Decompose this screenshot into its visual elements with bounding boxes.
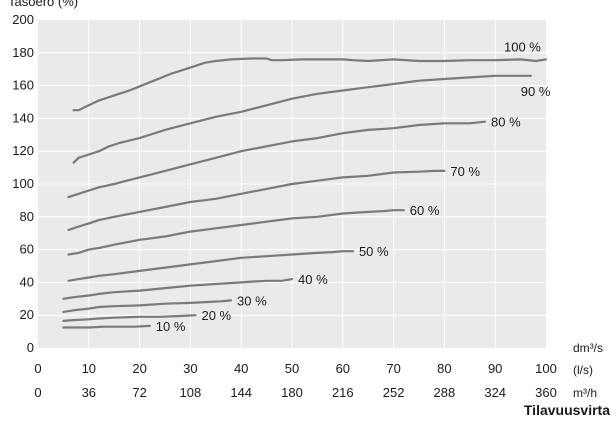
y-axis-title: Tasoero (%) [8, 0, 78, 9]
series-line [67, 250, 355, 282]
x-tick-label: 108 [180, 385, 202, 400]
x-tick-labels: 0 10 20 30 40 50 60 70 80 90 100 0 36 72 108 144 180 216 2… [34, 361, 556, 400]
series-line [72, 57, 548, 112]
series-label: 30 % [237, 293, 267, 308]
x-tick-label: 252 [383, 385, 405, 400]
y-tick-label: 0 [27, 340, 34, 355]
x-tick-label: 288 [434, 385, 456, 400]
series-line [62, 299, 233, 313]
y-tick-labels: 0 20 40 60 80 100 120 140 160 180 200 [12, 12, 34, 355]
x-tick-label: 324 [484, 385, 506, 400]
y-tick-label: 120 [12, 143, 34, 158]
x-tick-label: 40 [234, 361, 248, 376]
series-label: 20 % [201, 308, 231, 323]
series-line [72, 74, 532, 164]
y-tick-label: 200 [12, 12, 34, 27]
y-tick-label: 160 [12, 78, 34, 93]
series-line [67, 169, 446, 231]
x-tick-label: 36 [82, 385, 96, 400]
x-tick-label: 216 [332, 385, 354, 400]
x-tick-label: 100 [535, 361, 557, 376]
y-tick-label: 60 [20, 242, 34, 257]
grid-lines [38, 20, 546, 348]
x-tick-label: 180 [281, 385, 303, 400]
series-label: 60 % [410, 203, 440, 218]
x-axis-title: Tilavuusvirta [524, 402, 610, 418]
series-label: 80 % [491, 115, 521, 130]
series-lines [62, 57, 548, 329]
x-tick-label: 90 [488, 361, 502, 376]
y-tick-label: 20 [20, 307, 34, 322]
y-tick-label: 80 [20, 209, 34, 224]
x-tick-label: 20 [132, 361, 146, 376]
series-label: 10 % [156, 319, 186, 334]
series-line [67, 120, 487, 199]
series-label: 40 % [298, 272, 328, 287]
series-line [62, 314, 197, 322]
y-tick-label: 100 [12, 176, 34, 191]
y-tick-label: 180 [12, 45, 34, 60]
x-tick-label: 72 [132, 385, 146, 400]
series-label: 90 % [521, 84, 551, 99]
x-unit-label: dm³/s [573, 341, 603, 355]
series-line [67, 209, 405, 256]
series-line [62, 278, 294, 300]
y-tick-label: 40 [20, 274, 34, 289]
x-tick-label: 0 [34, 361, 41, 376]
x-tick-label: 10 [82, 361, 96, 376]
series-labels: 100 % 90 % 80 % 70 % 60 % 50 % 40 % 30 % 20 % 10 … [156, 39, 551, 334]
x-tick-label: 80 [437, 361, 451, 376]
series-label: 100 % [504, 39, 541, 54]
y-tick-label: 140 [12, 110, 34, 125]
x-unit-label: (l/s) [573, 363, 593, 377]
series-label: 70 % [450, 164, 480, 179]
x-unit-label: m³/h [573, 386, 597, 400]
x-tick-label: 0 [34, 385, 41, 400]
x-tick-label: 30 [183, 361, 197, 376]
x-tick-label: 70 [386, 361, 400, 376]
x-tick-label: 50 [285, 361, 299, 376]
x-tick-label: 60 [336, 361, 350, 376]
x-tick-label: 360 [535, 385, 557, 400]
series-label: 50 % [359, 244, 389, 259]
x-unit-labels: dm³/s (l/s) m³/h [573, 341, 603, 400]
series-line [62, 324, 151, 329]
x-tick-label: 144 [230, 385, 252, 400]
